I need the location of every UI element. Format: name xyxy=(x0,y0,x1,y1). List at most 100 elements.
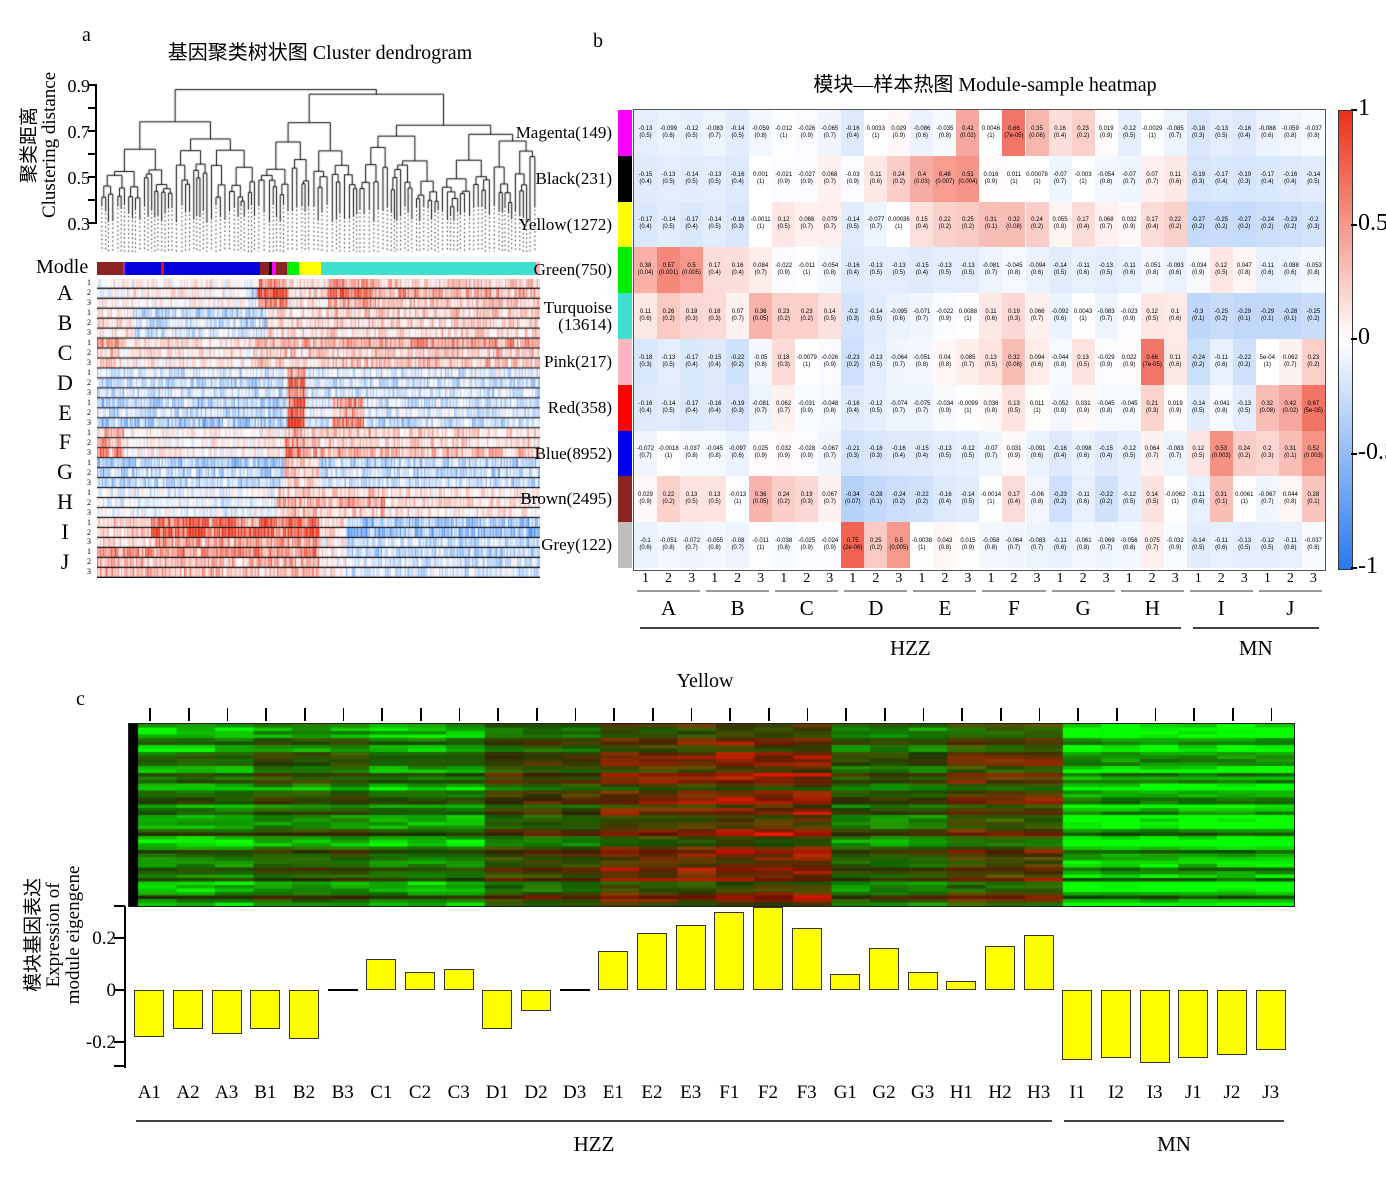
heatmap-cell-magenta-23[interactable]: -0.0029 (1) xyxy=(1140,110,1164,156)
eigengene-bar-E1[interactable] xyxy=(598,951,629,990)
heatmap-replicate-label[interactable]: 1 xyxy=(1056,571,1064,586)
heatmap-cell-yellow-4[interactable]: -0.14 (0.5) xyxy=(703,201,727,248)
eigengene-x-label-D3[interactable]: D3 xyxy=(563,1082,587,1103)
module-bar-segment-3[interactable] xyxy=(161,262,164,275)
heatmap-cell-green-1[interactable]: 0.38 (0.04) xyxy=(634,247,658,294)
heatmap-replicate-label[interactable]: 1 xyxy=(918,571,926,586)
heatmap-cell-blue-15[interactable]: -0.12 (0.5) xyxy=(956,430,980,477)
replicate-number[interactable]: 2 xyxy=(87,378,91,387)
heatmap-cell-turquoise-30[interactable]: -0.25 (0.2) xyxy=(1301,293,1325,339)
dendrogram-y-tick[interactable] xyxy=(88,153,96,155)
module-row-label-green[interactable]: Green(750) xyxy=(533,260,612,280)
replicate-number[interactable]: 1 xyxy=(87,457,91,467)
heatmap-cell-blue-17[interactable]: 0.031 (0.9) xyxy=(1002,430,1026,477)
heatmap-cell-red-3[interactable]: -0.17 (0.4) xyxy=(680,384,704,431)
heatmap-cell-yellow-18[interactable]: 0.24 (0.2) xyxy=(1025,201,1049,248)
colorbar-tick[interactable] xyxy=(1351,452,1357,455)
heatmap-cell-magenta-8[interactable]: -0.026 (0.9) xyxy=(795,110,819,156)
heatmap-cell-green-6[interactable]: 0.084 (0.7) xyxy=(749,247,773,294)
expression-column-tick[interactable] xyxy=(1116,708,1118,721)
eigengene-x-label-G3[interactable]: G3 xyxy=(911,1082,935,1103)
heatmap-replicate-label[interactable]: 1 xyxy=(642,571,649,586)
heatmap-cell-brown-2[interactable]: 0.22 (0.2) xyxy=(657,476,681,523)
heatmap-cell-green-18[interactable]: -0.094 (0.6) xyxy=(1025,247,1049,294)
heatmap-group-label-H[interactable]: H xyxy=(1144,596,1160,620)
heatmap-cell-turquoise-8[interactable]: 0.23 (0.2) xyxy=(795,293,819,339)
heatmap-cell-green-24[interactable]: -0.093 (0.6) xyxy=(1163,247,1187,294)
eigengene-bar-D1[interactable] xyxy=(482,990,513,1029)
expression-column-tick[interactable] xyxy=(1154,708,1157,721)
heatmap-replicate-label[interactable]: 3 xyxy=(895,571,903,586)
heatmap-cell-magenta-10[interactable]: -0.16 (0.4) xyxy=(841,110,865,156)
module-row-label-pink[interactable]: Pink(217) xyxy=(544,351,612,371)
expression-column-tick[interactable] xyxy=(420,708,422,721)
heatmap-cell-red-14[interactable]: -0.034 (0.9) xyxy=(933,384,957,431)
heatmap-cell-black-3[interactable]: -0.14 (0.5) xyxy=(680,155,704,202)
heatmap-cell-green-20[interactable]: -0.11 (0.6) xyxy=(1071,247,1095,294)
eigengene-bar-A3[interactable] xyxy=(211,990,242,1035)
replicate-number[interactable]: 3 xyxy=(87,447,91,457)
heatmap-cell-blue-14[interactable]: -0.13 (0.5) xyxy=(933,430,957,477)
heatmap-cell-blue-18[interactable]: -0.091 (0.6) xyxy=(1025,430,1049,477)
heatmap-cell-pink-23[interactable]: 0.66 (7e-05) xyxy=(1140,339,1164,385)
expression-column-tick[interactable] xyxy=(342,708,345,721)
group-underline-A[interactable] xyxy=(637,590,701,592)
module-bar-segment-1[interactable] xyxy=(122,262,126,275)
eigengene-bar-J2[interactable] xyxy=(1217,990,1247,1055)
heatmap-cell-turquoise-19[interactable]: -0.092 (0.6) xyxy=(1048,293,1072,339)
heatmap-cell-green-10[interactable]: -0.16 (0.4) xyxy=(841,247,865,294)
expression-column-tick[interactable] xyxy=(574,708,577,721)
expression-column-tick[interactable] xyxy=(845,708,847,721)
heatmap-cell-brown-16[interactable]: -0.0014 (1) xyxy=(979,476,1003,523)
module-bar-segment-2[interactable] xyxy=(125,262,162,275)
heatmap-cell-grey-15[interactable]: 0.015 (0.9) xyxy=(956,522,980,568)
heatmap-cell-magenta-1[interactable]: -0.13 (0.5) xyxy=(634,110,658,156)
eigengene-bar-H1[interactable] xyxy=(946,980,977,990)
eigengene-x-label-G1[interactable]: G1 xyxy=(833,1082,857,1103)
heatmap-cell-brown-27[interactable]: 0.0061 (1) xyxy=(1232,476,1256,523)
replicate-number[interactable]: 3 xyxy=(87,507,91,517)
heatmap-cell-yellow-1[interactable]: -0.17 (0.4) xyxy=(634,201,658,248)
heatmap-cell-pink-13[interactable]: -0.051 (0.8) xyxy=(910,339,934,385)
heatmap-cell-yellow-17[interactable]: 0.32 (0.08) xyxy=(1002,201,1026,248)
heatmap-cell-blue-12[interactable]: -0.16 (0.4) xyxy=(887,430,911,477)
heatmap-cell-red-17[interactable]: 0.13 (0.5) xyxy=(1002,384,1026,431)
heatmap-cell-magenta-26[interactable]: -0.13 (0.5) xyxy=(1209,110,1233,156)
heatmap-cell-blue-26[interactable]: 0.53 (0.003) xyxy=(1209,430,1233,477)
heatmap-cell-pink-28[interactable]: 5e-04 (1) xyxy=(1255,339,1279,385)
heatmap-replicate-label[interactable]: 1 xyxy=(987,571,995,586)
heatmap-cell-grey-5[interactable]: -0.08 (0.7) xyxy=(726,522,750,568)
heatmap-cell-turquoise-14[interactable]: -0.022 (0.9) xyxy=(933,293,957,339)
heatmap-cell-pink-11[interactable]: -0.13 (0.5) xyxy=(864,339,888,385)
heatmap-cell-grey-10[interactable]: 0.75 (2e-06) xyxy=(841,522,865,568)
eigengene-axis-tick[interactable] xyxy=(114,989,125,991)
expression-column-tick[interactable] xyxy=(1232,708,1234,721)
expression-column-tick[interactable] xyxy=(613,708,615,721)
replicate-number[interactable]: 3 xyxy=(87,298,91,308)
heatmap-cell-pink-17[interactable]: 0.32 (0.08) xyxy=(1002,339,1026,385)
heatmap-cell-pink-14[interactable]: 0.04 (0.8) xyxy=(933,339,957,385)
heatmap-cell-red-11[interactable]: -0.12 (0.5) xyxy=(864,384,888,431)
eigengene-bar-C1[interactable] xyxy=(366,958,397,990)
sample-group-letter-A[interactable]: A xyxy=(57,279,73,305)
heatmap-cell-black-2[interactable]: -0.13 (0.5) xyxy=(657,155,681,202)
module-swatch-red[interactable] xyxy=(618,384,632,431)
heatmap-cell-grey-2[interactable]: -0.051 (0.8) xyxy=(657,522,681,568)
heatmap-cell-turquoise-29[interactable]: -0.28 (0.1) xyxy=(1278,293,1302,339)
expression-column-tick[interactable] xyxy=(226,708,229,721)
heatmap-cell-grey-29[interactable]: -0.11 (0.6) xyxy=(1278,522,1302,568)
eigengene-x-label-F2[interactable]: F2 xyxy=(757,1082,779,1103)
heatmap-group-label-E[interactable]: E xyxy=(938,596,952,620)
heatmap-cell-magenta-25[interactable]: -0.18 (0.3) xyxy=(1186,110,1210,156)
replicate-number[interactable]: 1 xyxy=(87,487,91,497)
module-row-label-magenta[interactable]: Magenta(149) xyxy=(515,122,612,142)
heatmap-cell-red-16[interactable]: 0.036 (0.8) xyxy=(979,384,1003,431)
heatmap-cell-magenta-7[interactable]: -0.012 (1) xyxy=(772,110,796,156)
heatmap-cell-pink-24[interactable]: 0.11 (0.6) xyxy=(1163,339,1187,385)
heatmap-cell-yellow-10[interactable]: -0.14 (0.5) xyxy=(841,201,865,248)
heatmap-cell-grey-4[interactable]: -0.055 (0.8) xyxy=(703,522,727,568)
heatmap-cell-green-27[interactable]: 0.047 (0.8) xyxy=(1232,247,1256,294)
heatmap-replicate-label[interactable]: 3 xyxy=(964,571,972,586)
expression-column-tick[interactable] xyxy=(381,708,383,721)
heatmap-cell-black-26[interactable]: -0.17 (0.4) xyxy=(1209,155,1233,202)
